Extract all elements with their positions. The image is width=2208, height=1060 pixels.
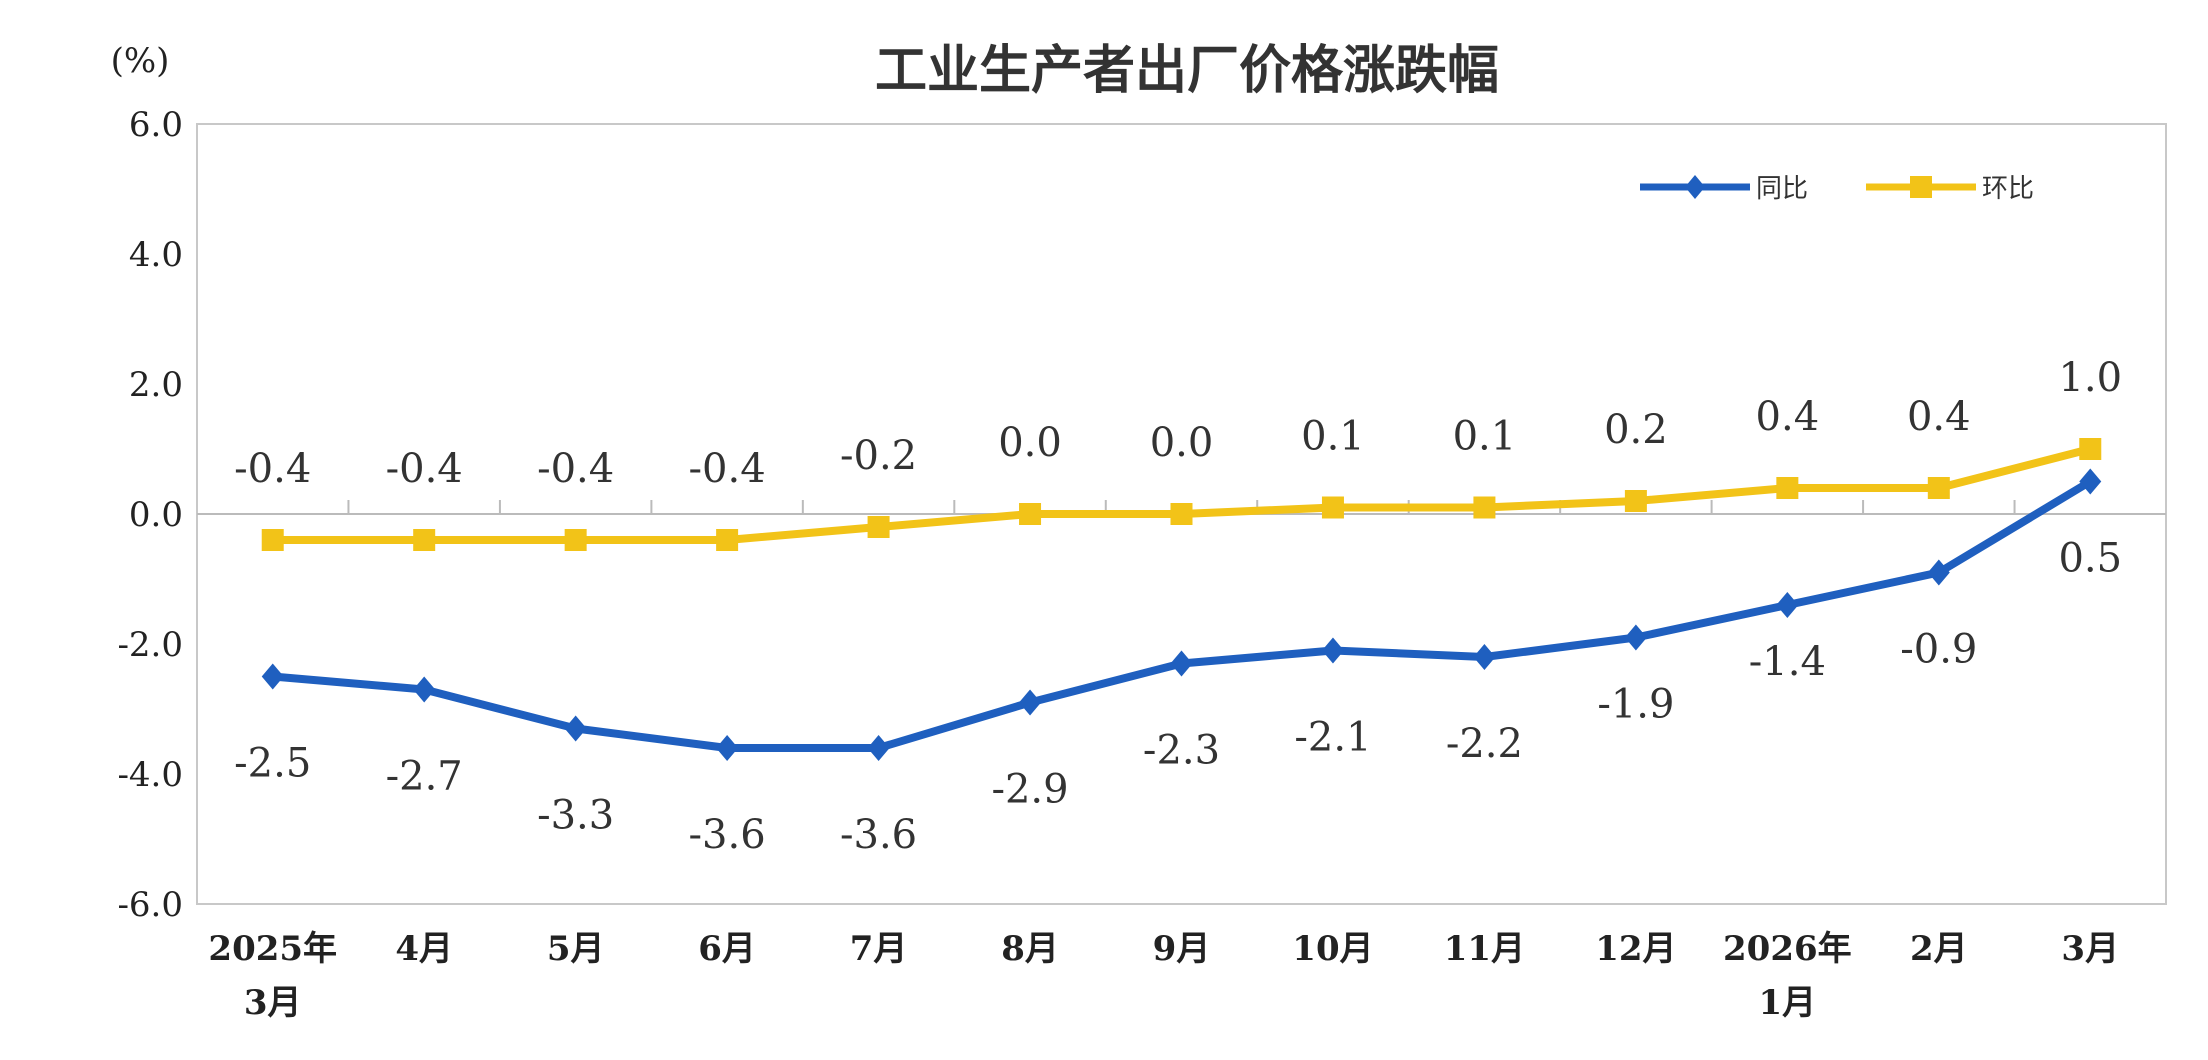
data-point-marker xyxy=(1170,650,1193,677)
data-point-marker xyxy=(1776,477,1799,499)
data-point-marker xyxy=(564,715,587,742)
x-tick-label: 3月 xyxy=(244,983,302,1023)
data-label: -2.2 xyxy=(1446,721,1523,767)
x-tick-label: 9月 xyxy=(1153,929,1211,969)
data-label: 1.0 xyxy=(2058,355,2122,401)
legend: 同比 环比 xyxy=(1640,174,2034,204)
x-tick-label: 2025年 xyxy=(208,929,337,969)
data-point-marker xyxy=(1019,689,1042,716)
data-label: -3.6 xyxy=(840,812,917,858)
data-point-marker xyxy=(1019,503,1042,525)
data-label: 0.0 xyxy=(998,420,1062,466)
data-label: 0.2 xyxy=(1604,407,1668,453)
data-point-marker xyxy=(867,516,890,538)
y-tick-label: 4.0 xyxy=(129,235,183,275)
data-label: 0.0 xyxy=(1150,420,1214,466)
x-tick-label: 12月 xyxy=(1595,929,1676,969)
data-point-marker xyxy=(1927,559,1950,586)
data-label: -2.3 xyxy=(1143,728,1220,774)
data-point-marker xyxy=(1776,592,1799,618)
x-tick-label: 1月 xyxy=(1759,983,1817,1023)
data-point-marker xyxy=(1170,503,1193,525)
x-tick-label: 7月 xyxy=(850,929,908,969)
data-point-marker xyxy=(1473,644,1496,670)
data-label: -0.4 xyxy=(386,446,463,492)
data-label: 0.4 xyxy=(1907,394,1971,440)
x-tick-label: 2026年 xyxy=(1723,929,1852,969)
legend-marker xyxy=(1685,175,1705,199)
x-tick-label: 2月 xyxy=(1910,929,1968,969)
data-label: -2.9 xyxy=(991,767,1068,813)
data-point-marker xyxy=(1624,624,1647,651)
y-tick-label: -6.0 xyxy=(117,885,183,925)
data-point-marker xyxy=(413,529,436,551)
data-label: 0.1 xyxy=(1453,414,1517,460)
data-point-marker xyxy=(1927,477,1950,499)
data-point-marker xyxy=(1321,637,1344,664)
data-label: -1.4 xyxy=(1749,639,1826,685)
data-point-marker xyxy=(261,529,284,551)
legend-marker xyxy=(1910,176,1932,198)
data-point-marker xyxy=(867,735,890,761)
data-point-marker xyxy=(716,735,739,761)
data-point-marker xyxy=(1473,496,1496,519)
data-label: -2.7 xyxy=(386,754,463,800)
data-label: -0.4 xyxy=(689,446,766,492)
data-point-marker xyxy=(1321,496,1344,519)
y-tick-label: 6.0 xyxy=(129,105,183,145)
data-point-marker xyxy=(2079,468,2102,495)
legend-label: 同比 xyxy=(1756,174,1808,204)
x-tick-label: 5月 xyxy=(547,929,605,969)
x-tick-label: 6月 xyxy=(698,929,756,969)
x-tick-label: 3月 xyxy=(2061,929,2119,969)
y-axis-unit: (%) xyxy=(111,41,170,81)
y-tick-label: -2.0 xyxy=(117,625,183,665)
x-tick-label: 4月 xyxy=(395,929,453,969)
data-point-marker xyxy=(261,663,284,690)
data-point-marker xyxy=(716,529,739,551)
y-tick-label: -4.0 xyxy=(117,755,183,795)
data-label: -2.1 xyxy=(1294,715,1371,761)
legend-label: 环比 xyxy=(1982,174,2034,204)
data-label: -3.6 xyxy=(689,812,766,858)
x-tick-label: 11月 xyxy=(1444,929,1525,969)
x-tick-label: 8月 xyxy=(1001,929,1059,969)
data-label: -0.4 xyxy=(537,446,614,492)
chart-title: 工业生产者出厂价格涨跌幅 xyxy=(875,41,1499,101)
data-label: 0.5 xyxy=(2058,536,2122,582)
x-tick-label: 10月 xyxy=(1292,929,1373,969)
y-tick-label: 2.0 xyxy=(129,365,183,405)
data-label: -3.3 xyxy=(537,793,614,839)
data-label: 0.4 xyxy=(1756,394,1820,440)
data-label: -1.9 xyxy=(1597,682,1674,728)
data-label: 0.1 xyxy=(1301,414,1365,460)
data-point-marker xyxy=(564,529,587,551)
data-point-marker xyxy=(1624,490,1647,512)
data-label: -0.4 xyxy=(234,446,311,492)
data-label: -0.2 xyxy=(840,433,917,479)
data-point-marker xyxy=(413,676,436,703)
data-point-marker xyxy=(2079,438,2102,460)
y-tick-label: 0.0 xyxy=(129,495,183,535)
data-label: -0.9 xyxy=(1900,627,1977,673)
data-label: -2.5 xyxy=(234,741,311,787)
